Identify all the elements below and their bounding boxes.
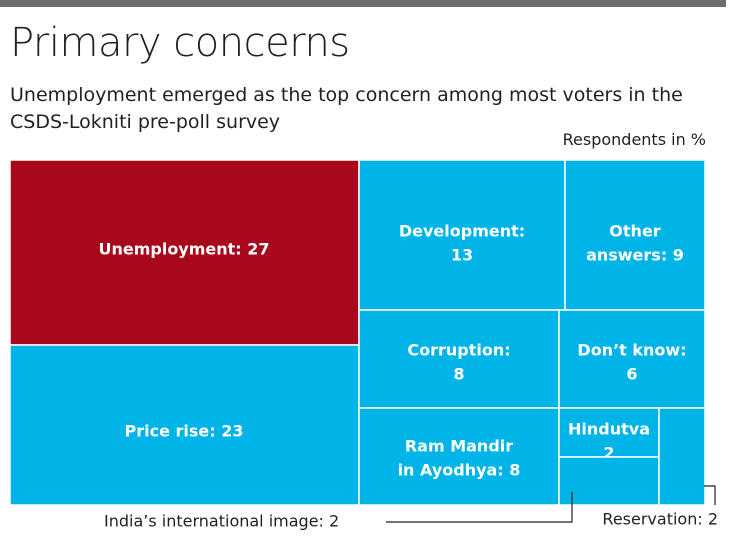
cell-label-other-answers: Other [609,222,660,241]
chart-subtitle: Unemployment emerged as the top concern … [10,84,683,133]
cell-label-hindutva: 2 [603,444,614,463]
cell-label-corruption: Corruption: [407,341,510,360]
cell-label-other-answers: answers: 9 [586,246,684,265]
cell-label-unemployment: Unemployment: 27 [98,240,269,259]
cell-label-development: Development: [399,222,525,241]
cell-other-answers [564,159,706,311]
cell-ram-mandir-in-ayodhya [358,407,560,506]
unit-label: Respondents in % [562,130,706,149]
top-rule [0,0,726,7]
cell-label-ram-mandir-in-ayodhya: in Ayodhya: 8 [398,461,521,480]
cell-label-hindutva: Hindutva [568,420,650,439]
chart-title: Primary concerns [10,20,350,66]
cell-corruption [358,309,560,409]
cell-don-t-know [558,309,706,409]
callout-line-reservation [704,485,716,505]
cell-label-price-rise: Price rise: 23 [125,422,244,441]
cell-reservation [658,407,706,506]
callout-line-international-image [386,492,573,523]
callout-label-reservation: Reservation: 2 [602,510,718,529]
cell-label-ram-mandir-in-ayodhya: Ram Mandir [405,437,513,456]
cell-price-rise [9,344,360,506]
callout-label-international-image: India’s international image: 2 [104,512,339,531]
cell-label-don-t-know: 6 [626,365,637,384]
cell-label-don-t-know: Don’t know: [577,341,686,360]
cell-label-corruption: 8 [453,365,464,384]
cell-india-s-international-image [558,456,660,506]
cell-label-development: 13 [451,246,473,265]
cell-development [358,159,566,311]
